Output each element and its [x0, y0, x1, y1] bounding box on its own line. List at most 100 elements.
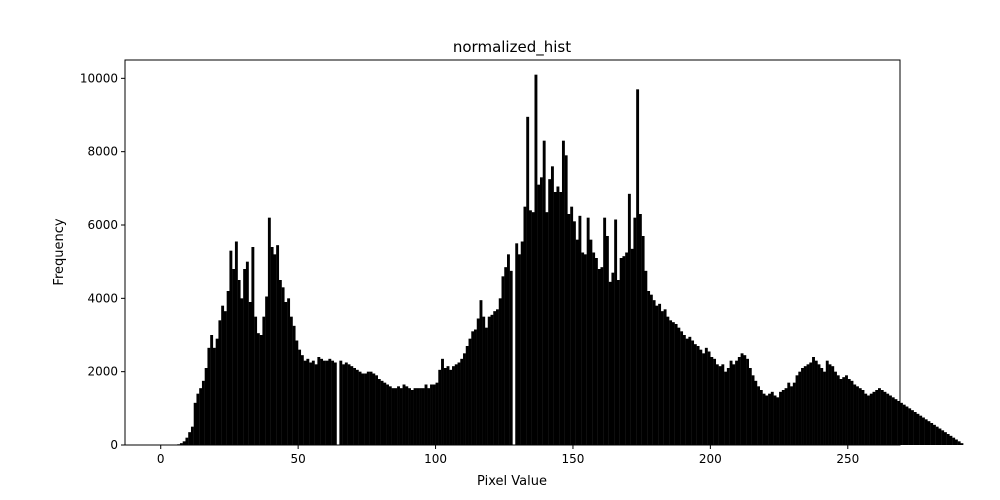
histogram-bar	[284, 302, 288, 445]
histogram-bar	[941, 430, 945, 445]
x-tick-label: 50	[290, 452, 305, 466]
histogram-bar	[405, 386, 409, 445]
histogram-bar	[372, 373, 376, 445]
histogram-bar	[935, 426, 939, 445]
histogram-bar	[927, 421, 931, 445]
histogram-bar	[474, 329, 477, 445]
histogram-bar	[402, 384, 406, 445]
x-tick-label: 200	[699, 452, 722, 466]
histogram-bar	[759, 390, 763, 445]
histogram-bar	[784, 388, 788, 445]
histogram-bar	[597, 269, 601, 445]
histogram-bar	[556, 186, 560, 445]
histogram-bar	[781, 390, 785, 445]
histogram-bar	[649, 294, 653, 445]
histogram-bar	[699, 349, 703, 445]
histogram-bar	[457, 362, 461, 445]
x-tick-label: 250	[836, 452, 859, 466]
histogram-bar	[834, 371, 837, 445]
histogram-bar	[883, 391, 887, 445]
histogram-bar	[339, 360, 343, 445]
histogram-bar	[190, 426, 194, 445]
y-axis-ticks: 0 2000 4000 6000 8000 10000	[80, 71, 125, 452]
histogram-bar	[946, 434, 950, 445]
histogram-bar	[196, 393, 200, 445]
x-tick-label: 100	[424, 452, 447, 466]
histogram-bar	[493, 311, 497, 445]
histogram-bar	[468, 338, 472, 445]
histogram-bar	[605, 236, 609, 445]
histogram-bar	[471, 331, 475, 445]
histogram-bar	[608, 281, 612, 445]
histogram-bar	[432, 384, 436, 445]
histogram-bar	[408, 388, 411, 445]
histogram-bar	[957, 441, 961, 445]
y-tick-label: 4000	[87, 291, 118, 305]
histogram-bar	[537, 184, 541, 446]
histogram-bar	[446, 366, 450, 445]
histogram-bar	[419, 388, 422, 445]
histogram-bar	[921, 417, 925, 445]
histogram-bar	[795, 375, 799, 445]
histogram-bar	[732, 364, 736, 445]
histogram-bar	[633, 217, 637, 445]
histogram-bar	[377, 379, 381, 445]
histogram-bar	[550, 166, 554, 445]
histogram-bar	[831, 366, 835, 445]
histogram-bar	[842, 377, 846, 445]
histogram-bar	[682, 335, 686, 445]
histogram-bar	[572, 221, 576, 445]
histogram-bar	[861, 390, 865, 445]
histogram-bar	[410, 390, 414, 445]
histogram-bar	[413, 388, 417, 445]
histogram-bar	[726, 368, 730, 445]
histogram-bar	[303, 360, 307, 445]
histogram-bar	[655, 305, 659, 445]
histogram-bar	[237, 280, 241, 445]
histogram-bar	[353, 368, 356, 445]
histogram-bar	[864, 393, 868, 445]
histogram-bar	[910, 410, 914, 445]
histogram-bar	[707, 351, 711, 445]
histogram-bar	[801, 368, 804, 445]
y-tick-label: 2000	[87, 365, 118, 379]
histogram-bar	[496, 309, 499, 445]
histogram-bar	[397, 386, 400, 445]
histogram-bar	[441, 358, 444, 445]
histogram-bar	[776, 397, 780, 445]
histogram-bar	[603, 217, 607, 445]
histogram-bar	[891, 397, 895, 445]
x-axis-ticks: 0 50 100 150 200 250	[157, 445, 859, 466]
histogram-bar	[309, 362, 313, 445]
histogram-bar	[685, 338, 689, 445]
histogram-bar	[721, 364, 725, 445]
histogram-bar	[322, 360, 326, 445]
histogram-bar	[575, 239, 579, 445]
histogram-bar	[762, 393, 766, 445]
histogram-bar	[622, 256, 626, 445]
histogram-bar	[954, 439, 958, 445]
histogram-bar	[924, 419, 928, 445]
y-tick-label: 10000	[80, 71, 118, 85]
histogram-bar	[361, 373, 365, 445]
histogram-bar	[182, 441, 186, 445]
histogram-bar	[364, 373, 367, 445]
histogram-bar	[680, 331, 684, 445]
histogram-bar	[757, 386, 760, 445]
histogram-bar	[320, 358, 324, 445]
histogram-bar	[276, 245, 280, 445]
histogram-bar	[897, 401, 901, 445]
histogram-bar	[647, 291, 651, 445]
histogram-bar	[523, 206, 527, 445]
histogram-bar	[391, 388, 395, 445]
histogram-bar	[298, 349, 302, 445]
histogram-bar	[331, 360, 335, 445]
histogram-bar	[567, 214, 571, 445]
histogram-bar	[869, 393, 873, 445]
histogram-bar	[952, 437, 956, 445]
histogram-bar	[688, 336, 692, 445]
histogram-bar	[586, 217, 590, 445]
histogram-bar	[630, 248, 634, 445]
histogram-bar	[894, 399, 898, 445]
histogram-bar	[768, 393, 771, 445]
